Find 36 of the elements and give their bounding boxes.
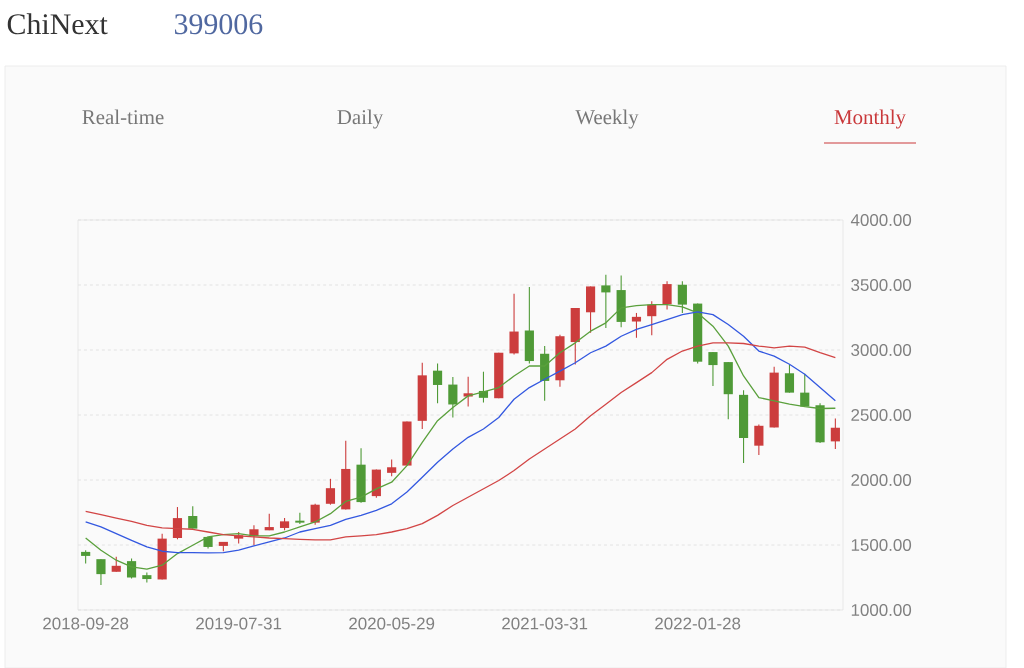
candlestick bbox=[188, 505, 198, 530]
candlestick bbox=[754, 423, 764, 456]
candlestick bbox=[784, 363, 795, 394]
y-tick-label: 2500.00 bbox=[851, 409, 912, 421]
candlestick bbox=[708, 351, 718, 387]
text: Daily bbox=[337, 109, 384, 129]
candlestick bbox=[448, 376, 458, 419]
y-tick-label: 3500.00 bbox=[851, 279, 912, 291]
candlestick bbox=[647, 300, 657, 336]
y-tick-label: 1000.00 bbox=[851, 604, 912, 616]
candlestick bbox=[509, 293, 519, 355]
candlestick bbox=[96, 558, 106, 586]
x-tick-label: 2020-05-29 bbox=[349, 617, 435, 630]
candlestick bbox=[432, 362, 443, 404]
candlestick bbox=[295, 512, 305, 525]
candlestick bbox=[830, 417, 840, 450]
candlestick bbox=[662, 280, 672, 311]
chart-subtitle: 399006 bbox=[174, 14, 263, 35]
y-tick-label: 2000.00 bbox=[851, 474, 912, 486]
candlestick bbox=[631, 312, 642, 339]
candlestick bbox=[463, 376, 473, 408]
candlestick bbox=[142, 571, 152, 583]
x-tick-label: 2021-03-31 bbox=[502, 617, 588, 630]
chart-title: ChiNext bbox=[7, 13, 108, 35]
x-tick-label: 2018-09-28 bbox=[43, 617, 129, 630]
text: Weekly bbox=[575, 109, 639, 129]
candlestick bbox=[800, 373, 810, 408]
candlestick bbox=[325, 478, 336, 506]
text: Monthly bbox=[834, 109, 906, 129]
x-tick-label: 2019-07-31 bbox=[196, 617, 282, 630]
y-tick-label: 4000.00 bbox=[850, 214, 912, 226]
y-tick-label: 1500.00 bbox=[851, 539, 912, 551]
candlestick bbox=[310, 503, 320, 526]
y-tick-label: 3000.00 bbox=[851, 344, 912, 356]
x-tick-label: 2022-01-28 bbox=[655, 617, 741, 630]
text: Real-time bbox=[82, 109, 164, 125]
